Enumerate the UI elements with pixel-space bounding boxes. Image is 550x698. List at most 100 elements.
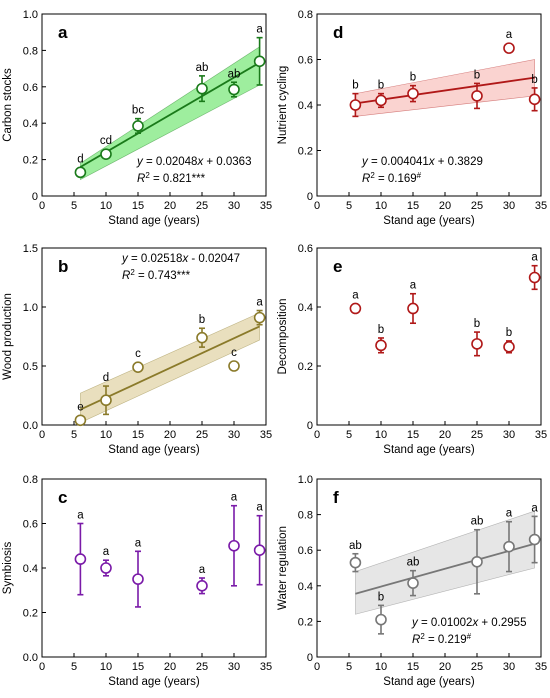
x-tick-label: 15 [407,661,419,673]
data-point [253,544,266,557]
x-axis-label: Stand age (years) [383,676,475,688]
y-axis-label: Carbon stocks [2,68,14,142]
x-tick-label: 15 [132,200,144,212]
panel-letter: a [58,23,68,42]
plot-frame [41,247,267,426]
significance-letter: ab [228,68,241,80]
significance-letter: b [474,318,480,330]
x-tick-label: 30 [503,661,515,673]
panel-letter: b [58,257,68,276]
regression-equation: y = 0.01002x + 0.2955 [411,617,526,629]
y-tick-label: 0.4 [298,302,313,314]
significance-letter: b [199,314,205,326]
r-squared: R2 = 0.821*** [137,171,206,185]
x-tick-label: 15 [407,429,419,441]
significance-letter: b [378,591,384,603]
x-tick-label: 0 [314,661,320,673]
significance-letter: b [474,69,480,81]
y-axis-label: Nutrient cycling [277,66,289,145]
x-tick-label: 10 [375,200,387,212]
panel-e: 0 5 10 15 20 25 30 35 0 0.2 0.4 0.6 Stand age (years… [277,243,547,456]
r-squared: R2 = 0.743*** [122,268,191,282]
x-tick-label: 35 [535,200,547,212]
x-tick-label: 35 [535,661,547,673]
y-tick-label: 0.6 [23,82,38,94]
y-tick-label: 0.5 [23,361,38,373]
x-tick-label: 30 [228,661,240,673]
r-squared: R2 = 0.219# [412,632,472,646]
data-point [407,302,419,315]
y-tick-label: 0.4 [23,118,38,130]
x-tick-label: 10 [375,429,387,441]
significance-letter: a [531,252,538,264]
significance-letter: a [410,280,417,292]
significance-letter: a [77,510,84,522]
significance-letter: a [231,492,238,504]
significance-letter: a [256,297,263,309]
fit-line [355,542,535,595]
y-tick-label: 0.0 [23,652,38,664]
significance-letter: a [103,546,110,558]
significance-letter: b [531,74,537,86]
significance-letter: a [506,508,513,520]
data-point [471,555,483,568]
data-point [349,302,362,315]
x-tick-label: 0 [39,661,45,673]
x-tick-label: 25 [196,429,208,441]
x-axis-label: Stand age (years) [108,676,200,688]
significance-letter: c [135,348,141,360]
x-tick-label: 15 [132,661,144,673]
y-tick-label: 0.2 [298,361,313,373]
data-point [407,577,419,589]
data-point [471,338,483,350]
y-tick-label: 0.8 [23,474,38,486]
significance-letter: a [256,502,263,514]
data-point [253,55,266,68]
significance-letter: ab [349,540,362,552]
y-axis-label: Decomposition [277,298,289,374]
data-point [74,166,87,179]
x-tick-label: 20 [439,200,451,212]
y-tick-label: 0.2 [23,155,38,167]
x-tick-label: 25 [471,200,483,212]
data-point [100,562,112,574]
data-point [407,87,419,100]
significance-letter: b [506,327,512,339]
significance-letter: cd [100,135,112,147]
panel-letter: c [58,488,67,507]
data-point [528,271,541,284]
data-point [375,94,387,107]
x-tick-label: 5 [346,200,352,212]
fit-line [80,325,260,411]
panel-c: 0 5 10 15 20 25 30 35 0.0 0.2 0.4 0.6 0.8 Stand age (… [2,474,272,688]
data-point [349,99,362,111]
plot-frame [41,13,267,197]
data-point [503,42,515,54]
x-tick-label: 20 [164,661,176,673]
data-point [528,533,541,546]
significance-letter: ab [407,557,420,569]
data-point [74,553,87,565]
x-tick-label: 30 [228,429,240,441]
y-tick-label: 1.0 [23,302,38,314]
data-point [74,414,87,427]
x-tick-label: 30 [503,429,515,441]
significance-letter: bc [132,105,144,117]
x-tick-label: 30 [228,200,240,212]
x-tick-label: 10 [375,661,387,673]
y-tick-label: 0.6 [298,55,313,67]
y-axis-label: Symbiosis [2,542,14,595]
data-point [253,311,266,324]
x-tick-label: 10 [100,200,112,212]
x-axis-label: Stand age (years) [108,444,200,456]
panel-f: 0 5 10 15 20 25 30 35 0 0.2 0.4 0.6 0.8 1.0 Stand age … [277,474,547,688]
y-tick-label: 0 [32,191,38,203]
significance-letter: ab [196,62,209,74]
significance-letter: a [135,537,142,549]
regression-equation: y = 0.004041x + 0.3829 [361,156,483,168]
significance-letter: b [378,80,384,92]
data-point [528,93,541,106]
confidence-band [355,510,535,615]
y-tick-label: 1.5 [23,243,38,255]
